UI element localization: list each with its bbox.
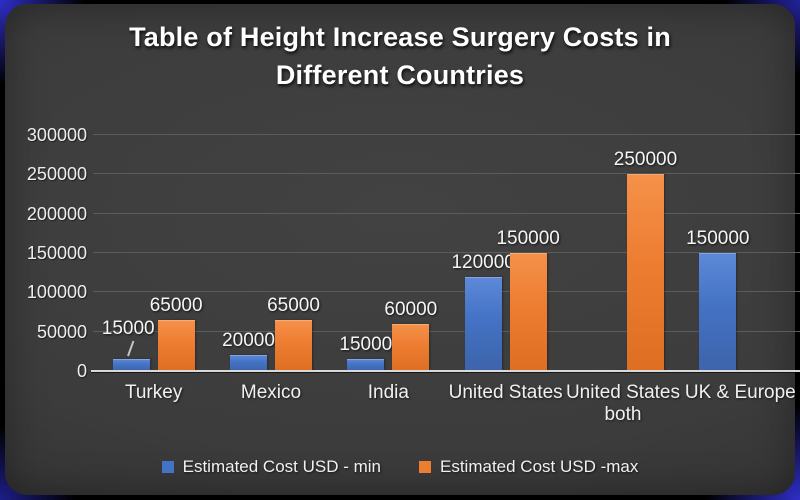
- data-label: 20000: [222, 330, 275, 352]
- bar-slot: 120000: [451, 135, 515, 371]
- bar-slot: 250000: [614, 135, 677, 371]
- chart-title: Table of Height Increase Surgery Costs i…: [5, 18, 795, 94]
- category-group-united-states: 120000 150000: [447, 135, 564, 371]
- bar-slot: 150000: [686, 135, 750, 371]
- bar-min-mexico: [229, 355, 267, 371]
- data-label: 150000: [686, 228, 750, 249]
- category-group-mexico: 20000 65000: [212, 135, 329, 371]
- bar-slot: [744, 135, 781, 371]
- bar-min-india: [347, 359, 385, 371]
- legend-item-min: Estimated Cost USD - min: [161, 457, 381, 477]
- data-label: 60000: [384, 298, 438, 320]
- gridline: [93, 291, 800, 293]
- y-tick-label: 100000: [26, 282, 87, 303]
- legend-label: Estimated Cost USD - min: [182, 457, 381, 476]
- bar-slot: 150000: [496, 135, 560, 371]
- bar-max-united-states: [509, 253, 547, 371]
- data-label: 150000: [496, 228, 560, 249]
- bar-slot: 15000: [102, 135, 155, 371]
- x-category-label: India: [367, 382, 409, 403]
- gridline: [93, 330, 800, 332]
- x-category-label: UK & Europe: [684, 382, 796, 403]
- y-tick-label: 0: [76, 361, 87, 381]
- bar-min-united-states: [464, 276, 502, 371]
- x-axis-line: [91, 370, 800, 372]
- legend-swatch-icon: [161, 461, 174, 473]
- gridline: [93, 134, 800, 135]
- x-category-label: United States both: [565, 382, 681, 425]
- x-category-label: Mexico: [240, 382, 302, 403]
- gridline: [93, 173, 800, 175]
- chart-title-line2: Different Countries: [275, 60, 525, 90]
- y-tick-label: 150000: [26, 243, 87, 263]
- legend-item-max: Estimated Cost USD -max: [419, 457, 638, 477]
- bar-slot: 20000: [222, 135, 275, 371]
- x-category-label: Turkey: [124, 382, 183, 403]
- data-label: 120000: [451, 251, 515, 273]
- bar-slot: 15000: [339, 135, 392, 371]
- bar-slot: [582, 135, 619, 371]
- gridline: [93, 212, 800, 214]
- data-label: 65000: [149, 294, 203, 316]
- data-label: 15000: [101, 318, 155, 340]
- bar-min-turkey: [112, 359, 150, 371]
- legend: Estimated Cost USD - min Estimated Cost U…: [5, 457, 795, 477]
- data-label: 250000: [613, 149, 678, 171]
- data-label: 15000: [339, 334, 393, 356]
- category-group-india: 15000 60000: [330, 135, 447, 371]
- category-group-uk-europe: 150000: [682, 135, 799, 371]
- bar-max-turkey: [157, 319, 195, 371]
- bar-slot: 65000: [267, 135, 320, 371]
- y-tick-label: 200000: [26, 203, 87, 224]
- bar-min-uk-europe: [699, 253, 737, 371]
- bar-max-india: [392, 323, 430, 371]
- x-category-label: United States: [448, 382, 563, 403]
- x-axis-category-labels: Turkey Mexico India United States United Sta…: [95, 382, 799, 426]
- legend-label: Estimated Cost USD -max: [440, 457, 639, 476]
- label-leader-line: [126, 340, 135, 357]
- legend-swatch-icon: [419, 461, 431, 473]
- y-tick-label: 300000: [26, 125, 87, 145]
- plot-area: 15000 65000 20000 65000 15000 60000 120000 1500…: [95, 135, 799, 371]
- bar-slot: 65000: [150, 135, 203, 371]
- y-tick-label: 250000: [26, 164, 87, 185]
- bar-max-mexico: [274, 319, 312, 371]
- y-tick-label: 50000: [36, 321, 87, 342]
- data-label: 65000: [267, 294, 320, 316]
- slide-background: Table of Height Increase Surgery Costs i…: [5, 4, 800, 495]
- bar-max-united-states-both: [626, 174, 664, 371]
- bar-slot: 60000: [384, 135, 437, 371]
- category-group-united-states-both: 250000: [564, 135, 681, 371]
- chart-title-line1: Table of Height Increase Surgery Costs i…: [129, 22, 671, 52]
- category-group-turkey: 15000 65000: [95, 135, 212, 371]
- gridline: [93, 252, 800, 253]
